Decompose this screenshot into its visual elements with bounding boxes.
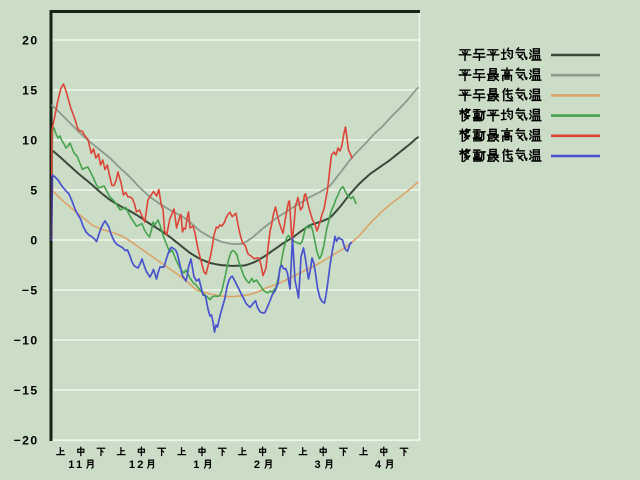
svg-text:11: 11	[68, 459, 84, 471]
svg-text:20: 20	[22, 34, 38, 48]
svg-text:15: 15	[22, 84, 38, 98]
svg-text:−15: −15	[14, 384, 39, 398]
svg-text:0: 0	[30, 234, 38, 248]
svg-text:4: 4	[375, 459, 383, 471]
svg-text:10: 10	[22, 134, 38, 148]
svg-text:3: 3	[314, 459, 322, 471]
svg-text:−5: −5	[22, 284, 39, 298]
svg-text:−10: −10	[14, 334, 39, 348]
svg-text:2: 2	[254, 459, 262, 471]
svg-text:12: 12	[129, 459, 146, 471]
svg-text:−20: −20	[14, 434, 39, 448]
svg-text:5: 5	[30, 184, 38, 198]
svg-text:1: 1	[193, 459, 201, 471]
